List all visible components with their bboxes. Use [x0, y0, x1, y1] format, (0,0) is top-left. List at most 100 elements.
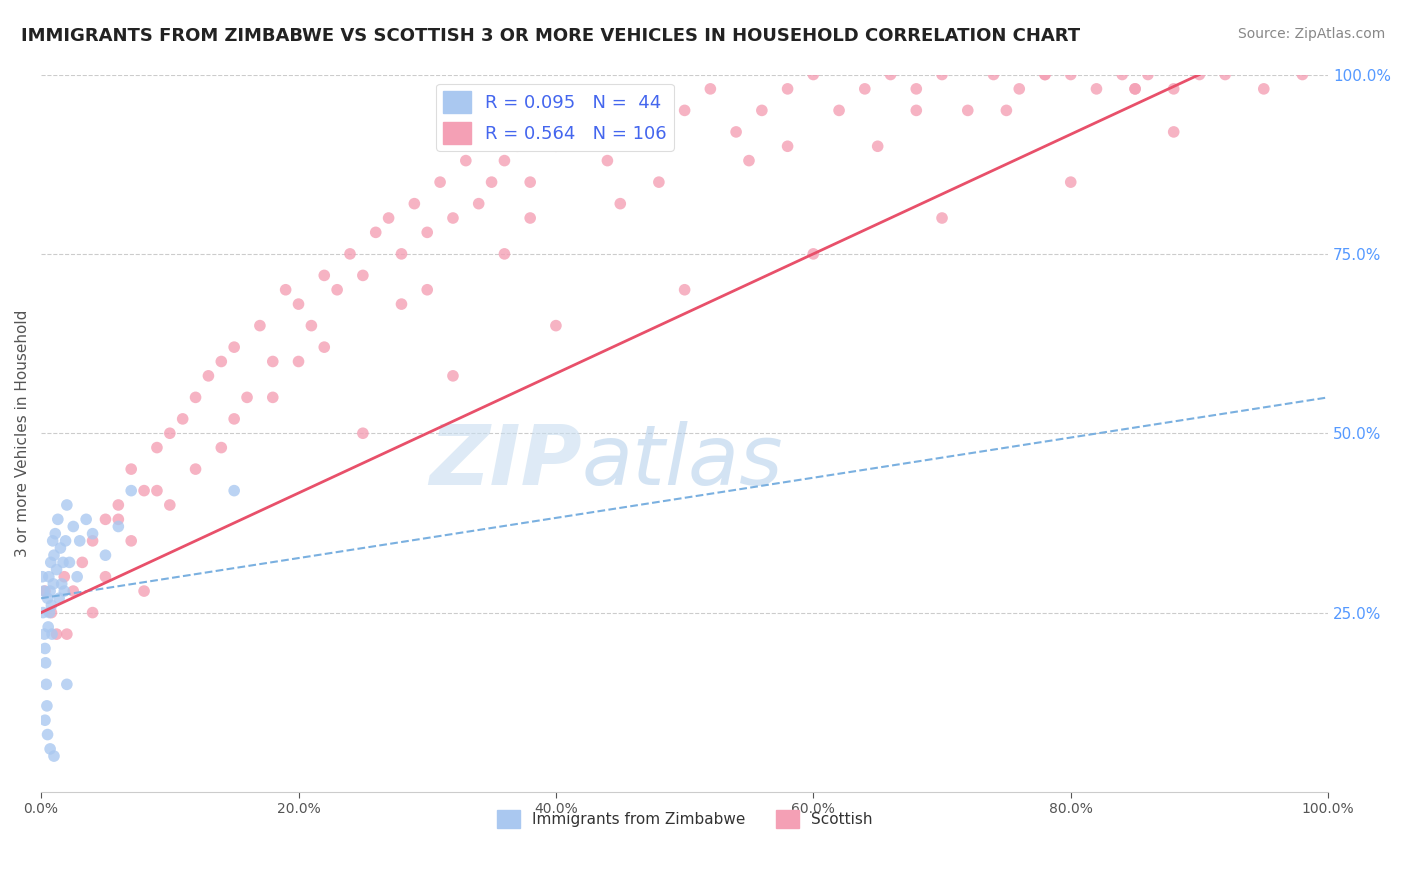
- Point: [699, 82, 721, 96]
- Point: [1060, 68, 1083, 82]
- Point: [46, 512, 69, 526]
- Point: [287, 354, 309, 368]
- Point: [299, 318, 322, 333]
- Point: [37, 728, 59, 742]
- Point: [1085, 82, 1108, 96]
- Point: [209, 441, 232, 455]
- Point: [53, 584, 76, 599]
- Point: [94, 512, 117, 526]
- Point: [429, 175, 451, 189]
- Point: [776, 139, 799, 153]
- Point: [197, 368, 219, 383]
- Point: [519, 175, 541, 189]
- Point: [41, 599, 63, 613]
- Point: [107, 498, 129, 512]
- Point: [751, 103, 773, 118]
- Text: IMMIGRANTS FROM ZIMBABWE VS SCOTTISH 3 OR MORE VEHICLES IN HOUSEHOLD CORRELATION: IMMIGRANTS FROM ZIMBABWE VS SCOTTISH 3 O…: [21, 27, 1080, 45]
- Point: [53, 570, 76, 584]
- Point: [42, 577, 65, 591]
- Point: [648, 125, 671, 139]
- Point: [56, 627, 79, 641]
- Point: [287, 297, 309, 311]
- Point: [48, 591, 70, 606]
- Point: [56, 677, 79, 691]
- Point: [82, 533, 104, 548]
- Point: [41, 533, 63, 548]
- Point: [32, 584, 55, 599]
- Point: [62, 519, 84, 533]
- Point: [1033, 68, 1056, 82]
- Point: [879, 68, 901, 82]
- Point: [377, 211, 399, 225]
- Point: [956, 103, 979, 118]
- Point: [82, 606, 104, 620]
- Point: [72, 555, 94, 569]
- Point: [66, 570, 89, 584]
- Point: [1111, 68, 1133, 82]
- Point: [172, 412, 194, 426]
- Point: [224, 412, 246, 426]
- Point: [339, 247, 361, 261]
- Point: [1253, 82, 1275, 96]
- Point: [481, 175, 503, 189]
- Point: [1033, 68, 1056, 82]
- Point: [132, 483, 155, 498]
- Point: [738, 153, 761, 168]
- Point: [39, 555, 62, 569]
- Point: [1123, 82, 1146, 96]
- Point: [41, 627, 63, 641]
- Point: [34, 656, 56, 670]
- Point: [56, 498, 79, 512]
- Point: [42, 749, 65, 764]
- Point: [249, 318, 271, 333]
- Point: [621, 103, 644, 118]
- Y-axis label: 3 or more Vehicles in Household: 3 or more Vehicles in Household: [15, 310, 30, 557]
- Point: [1213, 68, 1236, 82]
- Point: [107, 519, 129, 533]
- Point: [454, 153, 477, 168]
- Point: [544, 318, 567, 333]
- Point: [801, 247, 824, 261]
- Point: [39, 742, 62, 756]
- Point: [32, 606, 55, 620]
- Point: [931, 211, 953, 225]
- Point: [236, 390, 259, 404]
- Point: [52, 555, 75, 569]
- Point: [494, 153, 516, 168]
- Point: [391, 297, 413, 311]
- Point: [51, 577, 73, 591]
- Point: [931, 68, 953, 82]
- Point: [38, 570, 60, 584]
- Point: [853, 82, 876, 96]
- Point: [69, 533, 91, 548]
- Point: [274, 283, 297, 297]
- Point: [120, 462, 142, 476]
- Point: [1163, 125, 1185, 139]
- Text: Source: ZipAtlas.com: Source: ZipAtlas.com: [1237, 27, 1385, 41]
- Point: [159, 498, 181, 512]
- Point: [94, 548, 117, 562]
- Point: [609, 196, 631, 211]
- Point: [34, 584, 56, 599]
- Point: [983, 68, 1005, 82]
- Point: [1008, 82, 1031, 96]
- Point: [352, 426, 374, 441]
- Point: [1291, 68, 1313, 82]
- Point: [146, 483, 169, 498]
- Point: [31, 570, 53, 584]
- Point: [35, 698, 58, 713]
- Point: [34, 713, 56, 727]
- Point: [120, 483, 142, 498]
- Point: [391, 247, 413, 261]
- Point: [38, 606, 60, 620]
- Point: [1123, 82, 1146, 96]
- Point: [35, 677, 58, 691]
- Point: [224, 483, 246, 498]
- Point: [571, 125, 593, 139]
- Point: [159, 426, 181, 441]
- Point: [544, 139, 567, 153]
- Point: [905, 103, 928, 118]
- Point: [184, 390, 207, 404]
- Point: [494, 247, 516, 261]
- Point: [596, 153, 619, 168]
